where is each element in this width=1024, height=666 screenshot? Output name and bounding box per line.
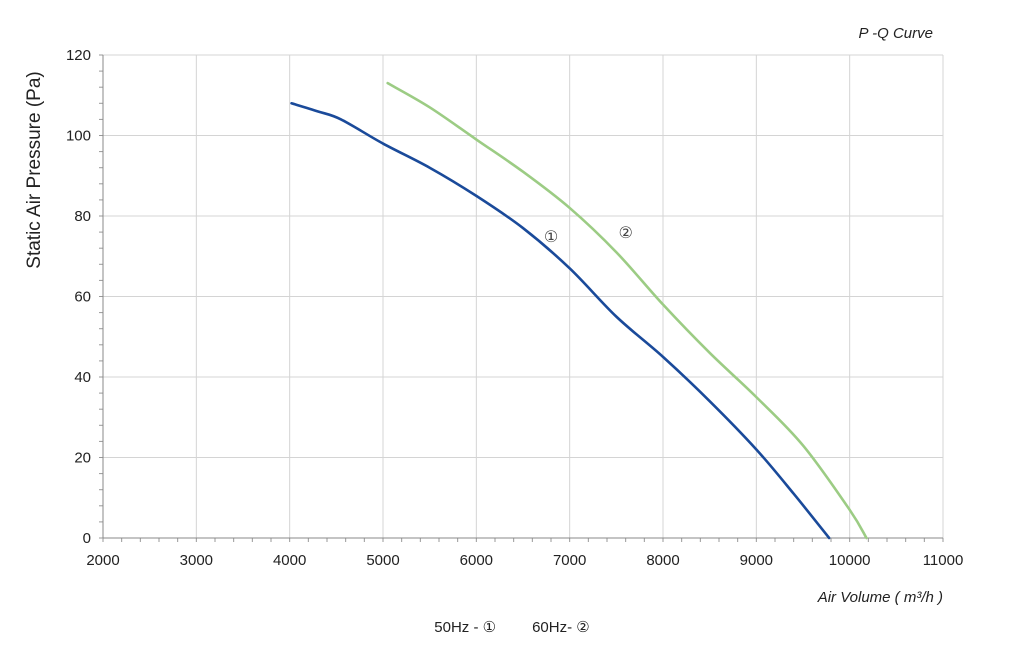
y-tick-label: 100 xyxy=(66,128,91,145)
legend-item-60hz: 60Hz- ② xyxy=(532,619,590,636)
x-tick-labels: 2000 3000 4000 5000 6000 7000 8000 9000 10000 110… xyxy=(86,552,963,569)
x-tick-label: 5000 xyxy=(366,552,399,569)
x-tick-label: 6000 xyxy=(460,552,493,569)
data-series xyxy=(290,81,868,540)
y-tick-label: 20 xyxy=(74,450,91,467)
x-tick-label: 11000 xyxy=(923,552,964,569)
pq-chart: 2000 3000 4000 5000 6000 7000 8000 9000 10000 110… xyxy=(24,25,963,606)
x-tick-label: 10000 xyxy=(829,552,871,569)
y-tick-label: 40 xyxy=(74,369,91,386)
x-tick-label: 7000 xyxy=(553,552,586,569)
y-tick-label: 0 xyxy=(83,530,91,547)
legend-item-50hz: 50Hz - ① xyxy=(434,619,497,636)
curve-label-1: ① xyxy=(544,227,558,246)
series-line-2 xyxy=(386,81,868,540)
y-tick-label: 60 xyxy=(74,289,91,306)
x-tick-label: 3000 xyxy=(180,552,213,569)
curve-label-2: ② xyxy=(618,223,632,242)
legend: 50Hz - ① 60Hz- ② xyxy=(0,618,1024,636)
y-axis-title: Static Air Pressure (Pa) xyxy=(24,71,45,268)
plot-frame xyxy=(99,54,944,542)
x-axis-title: Air Volume ( m³/h ) xyxy=(817,589,943,606)
x-tick-label: 4000 xyxy=(273,552,306,569)
y-tick-label: 120 xyxy=(66,47,91,64)
y-tick-label: 80 xyxy=(74,208,91,225)
x-tick-label: 8000 xyxy=(646,552,679,569)
chart-title: P -Q Curve xyxy=(859,25,933,42)
x-tick-label: 2000 xyxy=(86,552,119,569)
y-tick-labels: 0 20 40 60 80 100 120 xyxy=(66,47,91,547)
series-line-1 xyxy=(290,102,831,540)
x-tick-label: 9000 xyxy=(740,552,773,569)
